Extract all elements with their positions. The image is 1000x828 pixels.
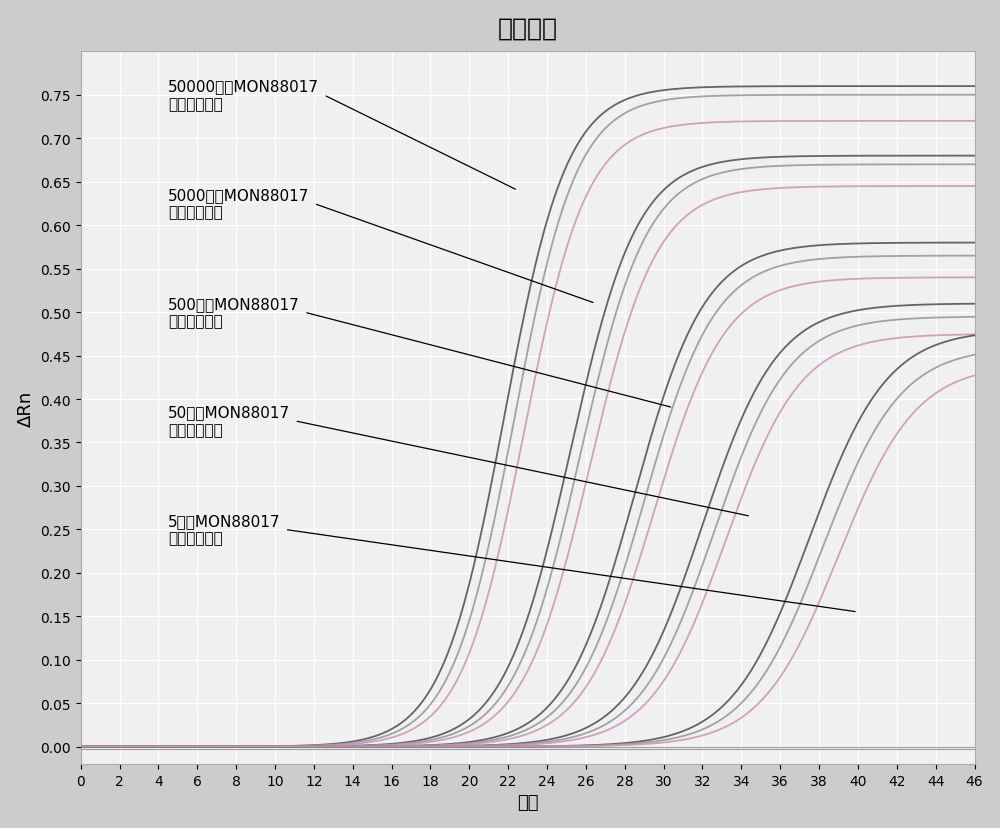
Text: 5000拷贝MON88017
构建特异片段: 5000拷贝MON88017 构建特异片段 xyxy=(168,188,310,220)
Text: 50拷贝MON88017
构建特异片段: 50拷贝MON88017 构建特异片段 xyxy=(168,405,290,437)
Text: 500拷贝MON88017
构建特异片段: 500拷贝MON88017 构建特异片段 xyxy=(168,296,300,329)
Text: 5拷贝MON88017
构建特异片段: 5拷贝MON88017 构建特异片段 xyxy=(168,513,281,546)
Title: 扩增图谱: 扩增图谱 xyxy=(498,17,558,41)
X-axis label: 周期: 周期 xyxy=(517,793,538,811)
Y-axis label: ΔRn: ΔRn xyxy=(17,390,35,426)
Text: 50000拷贝MON88017
构建特异片段: 50000拷贝MON88017 构建特异片段 xyxy=(168,79,319,112)
